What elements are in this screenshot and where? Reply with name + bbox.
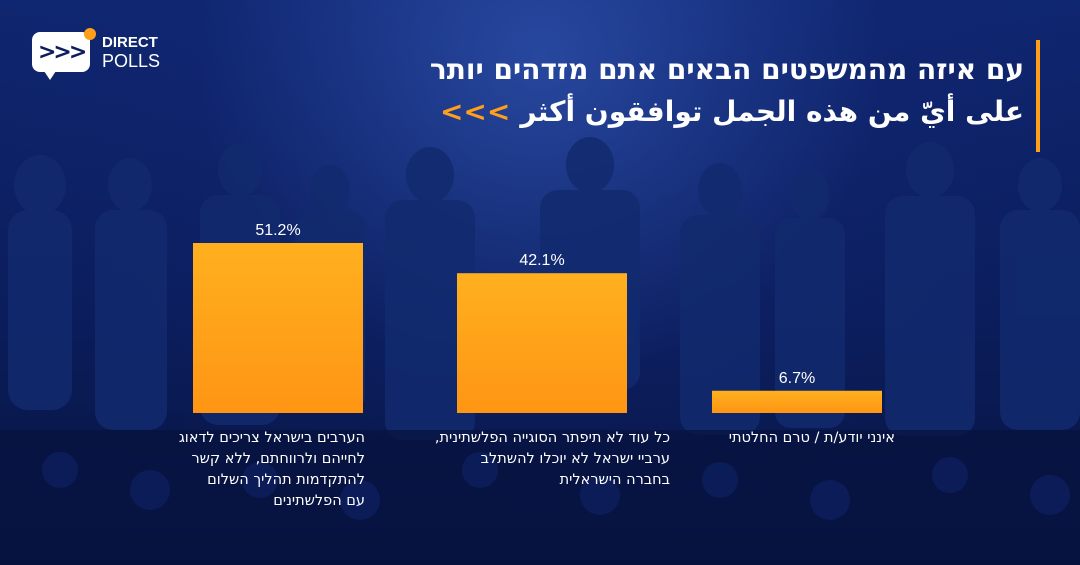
category-label-1-line-3: להתקדמות תהליך השלום — [207, 472, 365, 488]
bar-3 — [712, 390, 882, 413]
value-label-2: 42.1% — [519, 252, 564, 269]
arrows-icon: <<< — [439, 95, 511, 128]
title-hebrew: עם איזה מהמשפטים הבאים אתם מזדהים יותר — [429, 53, 1024, 86]
category-label-2-line-2: ערביי ישראל לא יוכלו להשתלב — [480, 451, 670, 467]
logo-dot — [84, 28, 96, 40]
title-accent-bar — [1036, 40, 1040, 152]
bar-1 — [193, 243, 363, 413]
value-label-3: 6.7% — [779, 370, 815, 387]
logo-text: DIRECT POLLS — [102, 34, 160, 70]
category-label-3-line-1: אינני יודע/ת / טרם החלטתי — [728, 430, 895, 446]
page-title: עם איזה מהמשפטים הבאים אתם מזדהים יותר ع… — [264, 50, 1024, 134]
category-label-3: אינני יודע/ת / טרם החלטתי — [729, 428, 895, 449]
title-arabic: على أيّ من هذه الجمل توافقون أكثر — [520, 95, 1024, 128]
speech-bubble-icon — [32, 32, 90, 72]
category-label-1-line-1: הערבים בישראל צריכים לדאוג — [178, 430, 365, 446]
direct-polls-logo: >>> DIRECT POLLS — [32, 28, 172, 80]
category-label-2-line-3: בחברה הישראלית — [559, 472, 670, 488]
logo-line-1: DIRECT — [102, 34, 158, 51]
category-label-1-line-4: עם הפלשתינים — [273, 493, 365, 509]
category-label-2: כל עוד לא תיפתר הסוגייה הפלשתינית, ערביי … — [435, 428, 670, 491]
title-arabic-line: على أيّ من هذه الجمل توافقون أكثر <<< — [264, 90, 1024, 134]
value-label-1: 51.2% — [255, 222, 300, 239]
speech-bubble-tail — [42, 68, 58, 80]
logo-line-2: POLLS — [102, 51, 161, 71]
category-label-2-line-1: כל עוד לא תיפתר הסוגייה הפלשתינית, — [434, 430, 670, 446]
category-label-1: הערבים בישראל צריכים לדאוג לחייהם ולרווחת… — [179, 428, 365, 512]
chevrons-icon: >>> — [38, 40, 87, 65]
bar-2 — [457, 273, 627, 413]
category-label-1-line-2: לחייהם ולרווחתם, ללא קשר — [191, 451, 365, 467]
